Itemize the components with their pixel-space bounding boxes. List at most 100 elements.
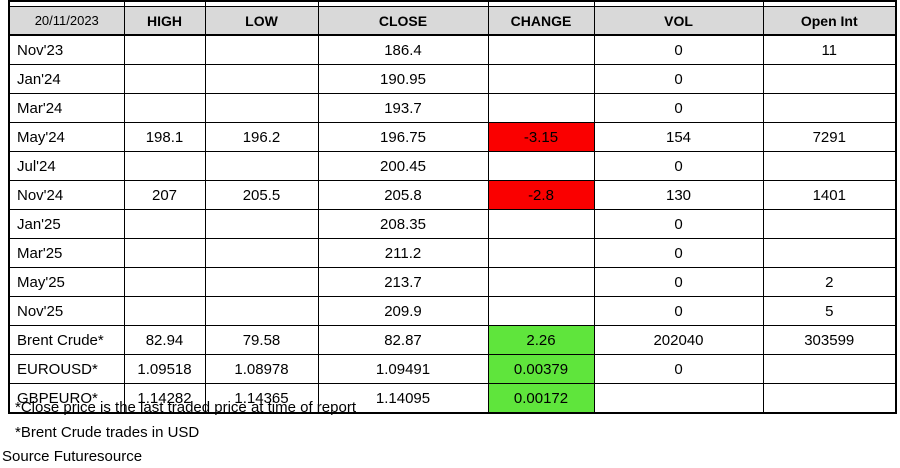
table-row: May'25 213.7 0 2 [8, 267, 897, 297]
open-int-cell: 5 [762, 296, 897, 326]
vol-cell: 0 [593, 93, 764, 123]
close-cell: 213.7 [317, 267, 489, 297]
change-cell: -3.15 [487, 122, 595, 152]
change-cell: -2.8 [487, 180, 595, 210]
change-cell [487, 93, 595, 123]
change-cell [487, 267, 595, 297]
open-int-cell [762, 151, 897, 181]
low-cell [204, 296, 319, 326]
high-cell: 1.14282 [123, 383, 206, 414]
vol-cell: 130 [593, 180, 764, 210]
vol-cell: 0 [593, 296, 764, 326]
column-header-low: LOW [204, 6, 319, 36]
open-int-cell [762, 354, 897, 384]
vol-cell: 0 [593, 209, 764, 239]
close-cell: 196.75 [317, 122, 489, 152]
contract-label: Jan'25 [8, 209, 125, 239]
open-int-cell [762, 64, 897, 94]
low-cell [204, 209, 319, 239]
close-cell: 186.4 [317, 34, 489, 65]
low-cell [204, 151, 319, 181]
vol-cell: 0 [593, 267, 764, 297]
table-row: Jan'24 190.95 0 [8, 64, 897, 94]
footnote-brent-usd: *Brent Crude trades in USD [15, 424, 200, 441]
contract-label: May'25 [8, 267, 125, 297]
table-row: EUROUSD* 1.09518 1.08978 1.09491 0.00379… [8, 354, 897, 384]
contract-label: Mar'24 [8, 93, 125, 123]
low-cell [204, 267, 319, 297]
open-int-cell [762, 209, 897, 239]
change-cell [487, 151, 595, 181]
contract-label: Nov'24 [8, 180, 125, 210]
high-cell: 82.94 [123, 325, 206, 355]
close-cell: 1.09491 [317, 354, 489, 384]
vol-cell: 0 [593, 151, 764, 181]
high-cell [123, 296, 206, 326]
open-int-cell: 1401 [762, 180, 897, 210]
contract-label: Mar'25 [8, 238, 125, 268]
report-date: 20/11/2023 [8, 6, 125, 36]
close-cell: 190.95 [317, 64, 489, 94]
close-cell: 208.35 [317, 209, 489, 239]
futures-price-table: 20/11/2023 HIGH LOW CLOSE CHANGE VOL Ope… [8, 0, 897, 414]
high-cell [123, 267, 206, 297]
close-cell: 193.7 [317, 93, 489, 123]
open-int-cell: 7291 [762, 122, 897, 152]
change-cell: 0.00379 [487, 354, 595, 384]
table-row: Nov'23 186.4 0 11 [8, 34, 897, 65]
low-cell: 79.58 [204, 325, 319, 355]
high-cell: 207 [123, 180, 206, 210]
vol-cell: 0 [593, 354, 764, 384]
column-header-close: CLOSE [317, 6, 489, 36]
contract-label: EUROUSD* [8, 354, 125, 384]
table-row: Mar'25 211.2 0 [8, 238, 897, 268]
contract-label: GBPEURO* [8, 383, 125, 414]
change-cell: 2.26 [487, 325, 595, 355]
contract-label: Nov'23 [8, 34, 125, 65]
vol-cell: 0 [593, 238, 764, 268]
open-int-cell: 2 [762, 267, 897, 297]
vol-cell: 0 [593, 34, 764, 65]
close-cell: 211.2 [317, 238, 489, 268]
table-row: Jul'24 200.45 0 [8, 151, 897, 181]
close-cell: 200.45 [317, 151, 489, 181]
source-attribution: Source Futuresource [2, 448, 143, 465]
close-cell: 82.87 [317, 325, 489, 355]
low-cell [204, 34, 319, 65]
table-row: Nov'24 207 205.5 205.8 -2.8 130 1401 [8, 180, 897, 210]
contract-label: Jul'24 [8, 151, 125, 181]
high-cell [123, 93, 206, 123]
vol-cell [593, 383, 764, 414]
high-cell [123, 64, 206, 94]
column-header-open-int: Open Int [762, 6, 897, 36]
change-cell [487, 296, 595, 326]
low-cell [204, 238, 319, 268]
vol-cell: 0 [593, 64, 764, 94]
change-cell: 0.00172 [487, 383, 595, 414]
column-header-change: CHANGE [487, 6, 595, 36]
footnote-close-price: *Close price is the last traded price at… [15, 399, 356, 416]
open-int-cell [762, 383, 897, 414]
low-cell: 1.08978 [204, 354, 319, 384]
high-cell: 198.1 [123, 122, 206, 152]
open-int-cell: 303599 [762, 325, 897, 355]
high-cell: 1.09518 [123, 354, 206, 384]
high-cell [123, 238, 206, 268]
high-cell [123, 209, 206, 239]
table-row: May'24 198.1 196.2 196.75 -3.15 154 7291 [8, 122, 897, 152]
low-cell: 196.2 [204, 122, 319, 152]
contract-label: Nov'25 [8, 296, 125, 326]
close-cell: 1.14095 [317, 383, 489, 414]
change-cell [487, 64, 595, 94]
high-cell [123, 151, 206, 181]
table-row: Mar'24 193.7 0 [8, 93, 897, 123]
table-row: Nov'25 209.9 0 5 [8, 296, 897, 326]
change-cell [487, 34, 595, 65]
low-cell: 1.14365 [204, 383, 319, 414]
contract-label: Brent Crude* [8, 325, 125, 355]
low-cell [204, 93, 319, 123]
table-row: GBPEURO* 1.14282 1.14365 1.14095 0.00172 [8, 383, 897, 414]
open-int-cell: 11 [762, 34, 897, 65]
low-cell: 205.5 [204, 180, 319, 210]
